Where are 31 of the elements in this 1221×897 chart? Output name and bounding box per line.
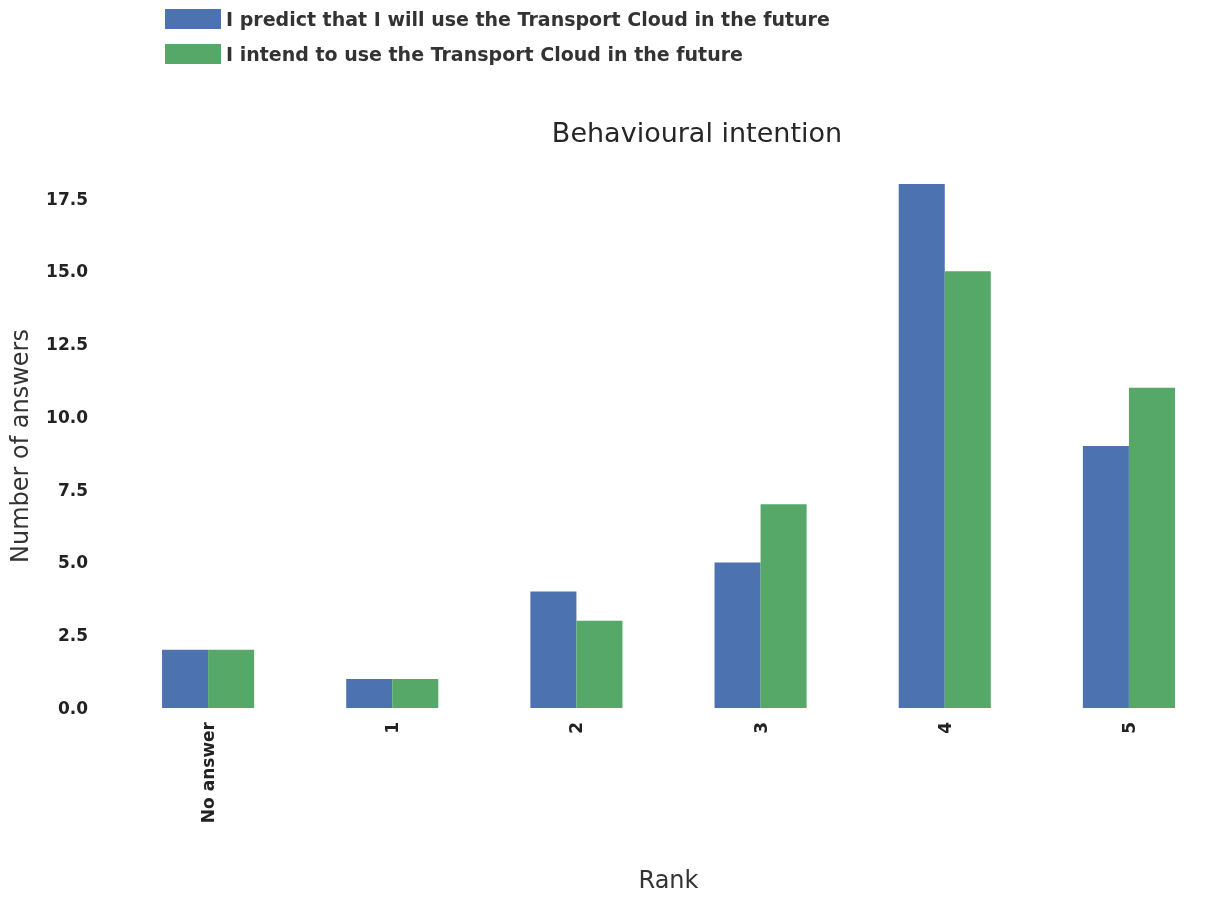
x-tick-label: 1 xyxy=(382,722,403,734)
legend-label: I predict that I will use the Transport Cloud in the future xyxy=(226,8,830,30)
bar xyxy=(1082,446,1129,708)
y-tick-label: 15.0 xyxy=(46,261,89,282)
legend-label: I intend to use the Transport Cloud in the future xyxy=(226,43,743,65)
y-tick-label: 7.5 xyxy=(57,479,88,500)
x-tick-label: 3 xyxy=(750,722,771,734)
x-tick-label: 2 xyxy=(566,722,587,734)
bar xyxy=(714,562,761,708)
x-tick-label: No answer xyxy=(198,721,219,824)
bar xyxy=(1128,387,1175,708)
y-tick-label: 2.5 xyxy=(57,625,88,646)
bar xyxy=(392,678,439,708)
bar xyxy=(898,184,945,708)
bar xyxy=(760,504,807,708)
chart-title: Behavioural intention xyxy=(551,117,843,148)
bar xyxy=(530,591,577,708)
bar xyxy=(208,649,255,708)
y-tick-label: 12.5 xyxy=(46,334,88,355)
x-tick-label: 4 xyxy=(934,721,955,734)
y-tick-label: 0.0 xyxy=(57,698,89,718)
y-axis-title: Number of answers xyxy=(6,329,34,563)
bar xyxy=(576,620,623,708)
y-tick-label: 17.5 xyxy=(46,188,88,209)
bar xyxy=(944,271,991,708)
bar xyxy=(162,649,209,708)
y-tick-label: 5.0 xyxy=(57,552,89,573)
bar xyxy=(346,678,393,708)
x-tick-label: 5 xyxy=(1118,722,1139,734)
y-tick-label: 10.0 xyxy=(46,406,89,427)
x-axis-title: Rank xyxy=(638,866,699,894)
